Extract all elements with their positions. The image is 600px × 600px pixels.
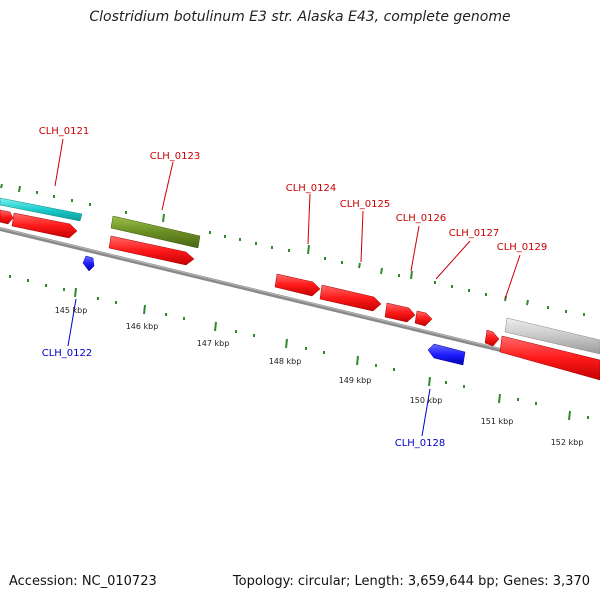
scale-label: 150 kbp — [410, 396, 443, 405]
gene-red-small[interactable] — [484, 329, 500, 347]
gene-red-0125[interactable] — [319, 284, 382, 312]
gene-red-0127[interactable] — [414, 310, 433, 327]
scale-label: 148 kbp — [269, 357, 302, 366]
map-title: Clostridium botulinum E3 str. Alaska E43… — [89, 9, 511, 25]
scale-label: 149 kbp — [339, 376, 372, 385]
scale-label: 147 kbp — [197, 339, 230, 348]
genome-backbone — [0, 227, 600, 376]
gene-label-clh-0126[interactable]: CLH_0126 — [396, 213, 447, 224]
gene-label-clh-0122[interactable]: CLH_0122 — [42, 348, 93, 359]
gene-label-clh-0128[interactable]: CLH_0128 — [395, 438, 446, 449]
scale-label: 146 kbp — [126, 322, 159, 331]
gene-label-clh-0127[interactable]: CLH_0127 — [449, 228, 500, 239]
scale-labels: 145 kbp 146 kbp 147 kbp 148 kbp 149 kbp … — [55, 306, 584, 447]
scale-label: 151 kbp — [481, 417, 514, 426]
gene-blue-0122[interactable] — [82, 255, 95, 272]
gene-features — [0, 197, 600, 381]
gene-red-0124[interactable] — [274, 273, 321, 297]
gene-red-0129[interactable] — [499, 335, 600, 381]
gene-label-clh-0129[interactable]: CLH_0129 — [497, 242, 548, 253]
gene-red-0121b[interactable] — [11, 212, 78, 239]
gene-label-clh-0125[interactable]: CLH_0125 — [340, 199, 391, 210]
gene-red-left[interactable] — [0, 209, 14, 225]
gene-cyan-0121[interactable] — [0, 197, 83, 222]
gene-olive-0123[interactable] — [110, 215, 201, 249]
scale-label: 145 kbp — [55, 306, 88, 315]
gene-blue-0128[interactable] — [427, 343, 466, 366]
gene-grey-0129[interactable] — [504, 317, 600, 355]
gene-red-0123b[interactable] — [108, 235, 195, 266]
accession-text: Accession: NC_010723 — [9, 574, 157, 589]
lower-tick-track — [9, 275, 589, 421]
gene-red-0126[interactable] — [384, 302, 416, 323]
gene-labels: CLH_0121 CLH_0122 CLH_0123 CLH_0124 CLH_… — [39, 126, 548, 449]
label-leaders — [54, 138, 521, 437]
scale-label: 152 kbp — [551, 438, 584, 447]
gene-label-clh-0123[interactable]: CLH_0123 — [150, 151, 201, 162]
gene-label-clh-0124[interactable]: CLH_0124 — [286, 183, 337, 194]
topology-text: Topology: circular; Length: 3,659,644 bp… — [232, 574, 590, 589]
gene-label-clh-0121[interactable]: CLH_0121 — [39, 126, 90, 137]
